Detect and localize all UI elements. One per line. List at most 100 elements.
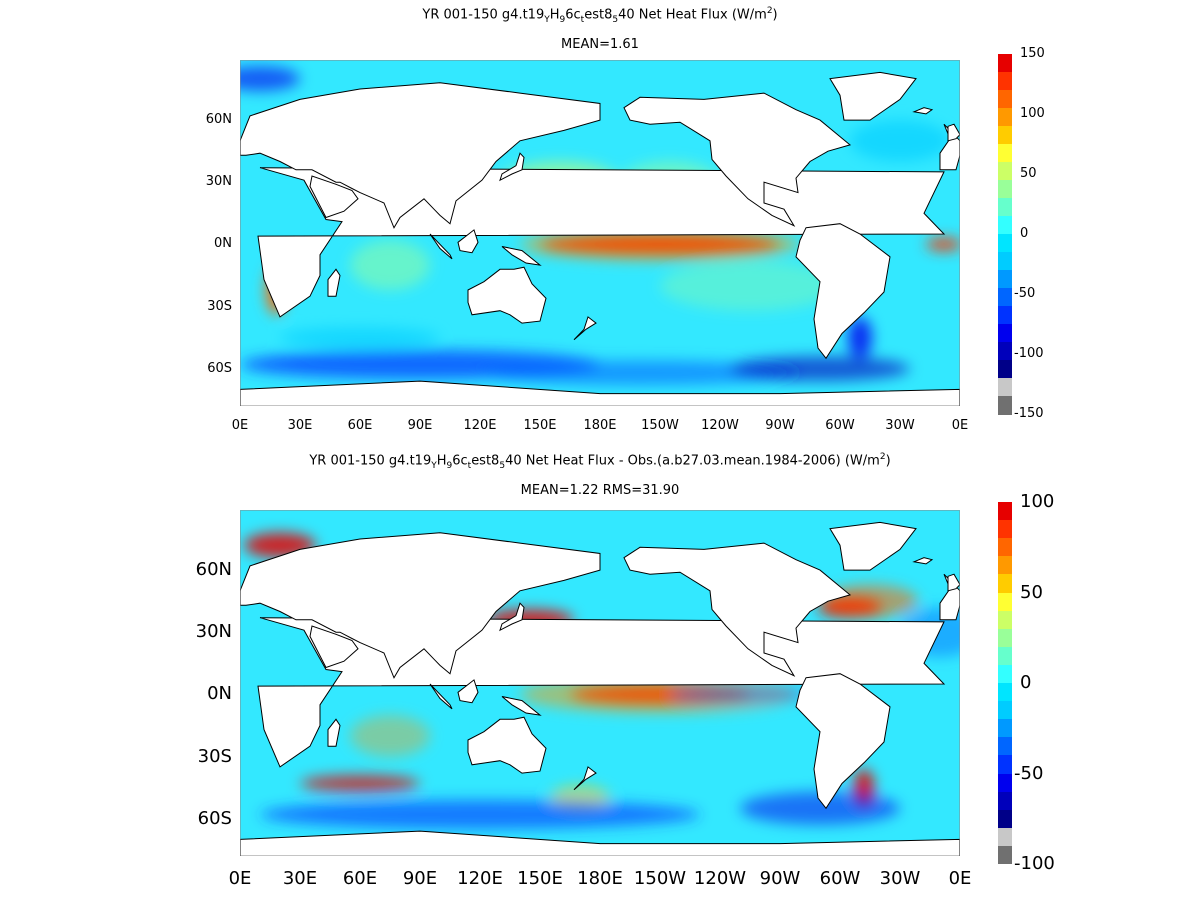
map-frame xyxy=(240,510,960,856)
colorbar-segment xyxy=(998,180,1012,199)
continent xyxy=(240,830,960,856)
lon-tick-label: 60E xyxy=(347,418,373,433)
lon-tick-label: 150E xyxy=(523,418,557,433)
colorbar-label: -100 xyxy=(1014,346,1044,361)
panel-1-colorbar: 150 100 50 0 -50 -100 -150 xyxy=(998,46,1058,421)
colorbar-segment xyxy=(998,198,1012,217)
lat-tick-label: 30S xyxy=(197,745,232,767)
colorbar-label: 50 xyxy=(1020,166,1037,181)
lon-tick-label: 90W xyxy=(765,418,795,433)
anomaly-blob xyxy=(670,686,810,703)
colorbar-label: 150 xyxy=(1020,46,1045,61)
continent xyxy=(795,673,891,810)
title-sub: 9 xyxy=(446,460,453,471)
anomaly-blob xyxy=(850,120,950,162)
map-canvas xyxy=(240,60,960,406)
panel-2-map xyxy=(240,510,960,856)
colorbar-segment xyxy=(998,610,1012,630)
colorbar-label: 100 xyxy=(1020,491,1055,512)
title-sub: Y xyxy=(431,460,437,471)
colorbar-segment xyxy=(998,628,1012,648)
colorbar-segment xyxy=(998,683,1012,702)
continent xyxy=(309,175,359,219)
colorbar-segment xyxy=(998,108,1012,127)
lon-tick-label: 30W xyxy=(879,868,921,889)
title-sup: 2 xyxy=(766,6,773,16)
lon-tick-label: 90E xyxy=(402,868,438,889)
colorbar-segment xyxy=(998,252,1012,271)
colorbar-label: -150 xyxy=(1014,406,1044,421)
continent xyxy=(467,266,547,324)
continent xyxy=(457,679,479,704)
colorbar-label: -50 xyxy=(1014,286,1036,301)
title-part: 40 Net Heat Flux - Obs.(a.b27.03.mean.19… xyxy=(505,453,880,469)
continent xyxy=(327,268,341,297)
title-part: est8 xyxy=(584,7,613,23)
continent xyxy=(309,625,359,669)
colorbar-segment xyxy=(998,126,1012,145)
lat-tick-label: 60S xyxy=(197,807,232,829)
colorbar-segment xyxy=(998,773,1012,793)
colorbar-segment xyxy=(998,664,1012,684)
colorbar-segment xyxy=(998,234,1012,253)
colorbar-segment xyxy=(998,324,1012,343)
colorbar-segment xyxy=(998,755,1012,774)
colorbar-segment xyxy=(998,90,1012,109)
continent xyxy=(240,82,601,229)
lon-tick-label: 0E xyxy=(948,868,972,889)
lon-tick-label: 180E xyxy=(577,868,623,889)
continent xyxy=(829,71,917,121)
continent xyxy=(501,246,542,266)
panel-2-title: YR 001-150 g4.t19YH96ctest8540 Net Heat … xyxy=(0,452,1200,471)
colorbar-label: 0 xyxy=(1020,672,1032,693)
colorbar-segment xyxy=(998,520,1012,539)
anomaly-blob xyxy=(730,356,910,382)
lat-tick-label: 30N xyxy=(195,621,232,643)
title-part: H xyxy=(436,453,447,469)
title-part: est8 xyxy=(471,453,500,469)
colorbar-segment xyxy=(998,809,1012,829)
title-part: 6c xyxy=(565,7,581,23)
anomaly-blob xyxy=(350,240,430,290)
panel-2-subtitle: MEAN=1.22 RMS=31.90 xyxy=(520,483,680,498)
continent xyxy=(457,229,479,254)
lon-tick-label: 90W xyxy=(759,868,801,889)
continent xyxy=(240,380,960,406)
panel-1-title: YR 001-150 g4.t19YH96ctest8540 Net Heat … xyxy=(0,6,1200,25)
colorbar-segment xyxy=(998,306,1012,325)
title-sub: 9 xyxy=(559,14,566,25)
colorbar-segment xyxy=(998,719,1012,738)
title-sub: 5 xyxy=(499,460,506,471)
colorbar-segment xyxy=(998,646,1012,666)
continent xyxy=(623,542,852,677)
anomaly-blob xyxy=(926,238,960,251)
lat-tick-label: 60S xyxy=(207,360,232,376)
title-part: 6c xyxy=(452,453,468,469)
title-sub: 5 xyxy=(612,14,619,25)
lon-tick-label: 120W xyxy=(693,868,747,889)
colorbar-segment xyxy=(998,360,1012,379)
lon-tick-label: 90E xyxy=(407,418,433,433)
colorbar-label: 50 xyxy=(1020,581,1043,603)
lon-tick-label: 120E xyxy=(457,868,503,889)
continent xyxy=(795,223,891,360)
lon-tick-label: 0E xyxy=(231,418,249,433)
lon-tick-label: 120E xyxy=(463,418,497,433)
lat-tick-label: 60N xyxy=(195,559,232,581)
title-part: 40 Net Heat Flux (W/m xyxy=(618,7,767,23)
anomaly-blob xyxy=(740,791,900,825)
lon-tick-label: 0E xyxy=(951,418,969,433)
colorbar-label: -100 xyxy=(1014,853,1055,874)
colorbar-segment xyxy=(998,270,1012,289)
lon-tick-label: 150W xyxy=(633,868,687,889)
land-layer xyxy=(240,71,960,406)
anomaly-blob xyxy=(350,715,430,757)
colorbar-segment xyxy=(998,216,1012,235)
anomaly-field xyxy=(244,532,960,830)
title-part: YR 001-150 g4.t19 xyxy=(422,7,545,23)
colorbar-segment xyxy=(998,54,1012,73)
colorbar-segment xyxy=(998,342,1012,361)
colorbar-segment xyxy=(998,827,1012,847)
colorbar-segment xyxy=(998,502,1012,521)
title-sub: t xyxy=(580,14,585,25)
